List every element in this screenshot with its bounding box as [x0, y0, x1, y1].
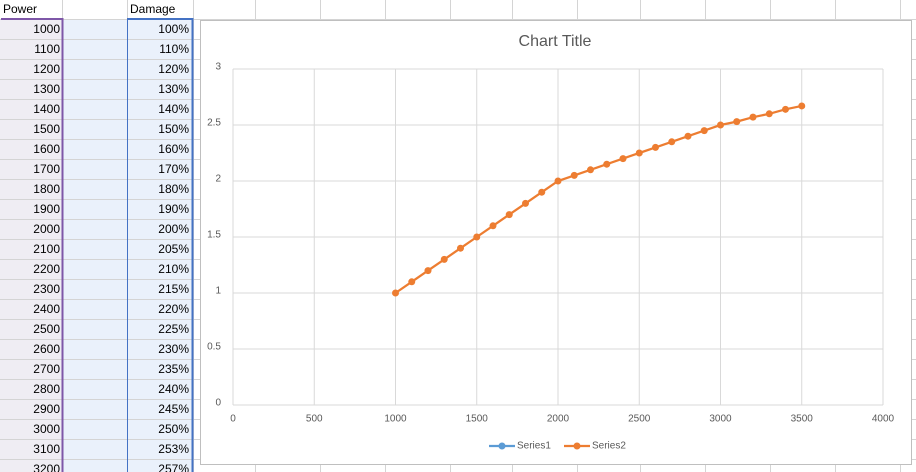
- legend-marker: [573, 442, 581, 450]
- x-tick-label: 1500: [466, 414, 489, 425]
- data-point[interactable]: [408, 278, 416, 286]
- power-cell[interactable]: 3200: [33, 462, 60, 472]
- data-point[interactable]: [489, 222, 497, 230]
- damage-cell[interactable]: 205%: [158, 242, 189, 256]
- damage-cell[interactable]: 190%: [158, 202, 189, 216]
- data-point[interactable]: [440, 255, 448, 263]
- data-point[interactable]: [733, 118, 741, 126]
- data-point[interactable]: [668, 138, 676, 146]
- damage-cell[interactable]: 235%: [158, 362, 189, 376]
- power-cell[interactable]: 1700: [33, 162, 60, 176]
- legend-label[interactable]: Series1: [517, 441, 551, 452]
- damage-cell[interactable]: 110%: [159, 42, 189, 56]
- damage-cell[interactable]: 200%: [158, 222, 189, 236]
- damage-cell[interactable]: 253%: [158, 442, 189, 456]
- power-cell[interactable]: 3000: [33, 422, 60, 436]
- power-cell[interactable]: 2700: [33, 362, 60, 376]
- y-tick-label: 1.5: [207, 230, 221, 241]
- power-cell[interactable]: 1500: [33, 122, 60, 136]
- x-tick-label: 3500: [791, 414, 814, 425]
- x-tick-label: 2000: [547, 414, 570, 425]
- data-point[interactable]: [587, 166, 594, 174]
- damage-cell[interactable]: 250%: [158, 422, 189, 436]
- y-tick-label: 2: [215, 174, 221, 185]
- power-cell[interactable]: 2100: [33, 242, 60, 256]
- power-cell[interactable]: 2500: [33, 322, 60, 336]
- column-a-fill: [0, 20, 62, 472]
- damage-cell[interactable]: 245%: [158, 402, 189, 416]
- damage-cell[interactable]: 215%: [158, 282, 189, 296]
- power-cell[interactable]: 1600: [33, 142, 60, 156]
- y-tick-label: 0.5: [207, 342, 221, 353]
- damage-cell[interactable]: 257%: [158, 462, 189, 472]
- power-cell[interactable]: 1800: [33, 182, 60, 196]
- data-point[interactable]: [619, 155, 627, 163]
- damage-cell[interactable]: 140%: [158, 102, 189, 116]
- data-point[interactable]: [635, 149, 643, 157]
- power-cell[interactable]: 2400: [33, 302, 60, 316]
- data-point[interactable]: [603, 160, 611, 168]
- damage-cell[interactable]: 225%: [158, 322, 189, 336]
- damage-cell[interactable]: 170%: [158, 162, 189, 176]
- legend-label[interactable]: Series2: [592, 441, 626, 452]
- power-cell[interactable]: 2200: [33, 262, 60, 276]
- x-tick-label: 0: [230, 414, 236, 425]
- power-cell[interactable]: 3100: [33, 442, 60, 456]
- data-point[interactable]: [798, 102, 806, 110]
- power-cell[interactable]: 1300: [33, 82, 60, 96]
- x-tick-label: 3000: [709, 414, 732, 425]
- power-cell[interactable]: 2300: [33, 282, 60, 296]
- chart-area[interactable]: [200, 20, 912, 465]
- legend-marker: [498, 442, 506, 450]
- power-cell[interactable]: 1400: [33, 102, 60, 116]
- power-cell[interactable]: 1100: [34, 42, 60, 56]
- chart-title[interactable]: Chart Title: [519, 33, 592, 50]
- damage-cell[interactable]: 150%: [158, 122, 189, 136]
- damage-cell[interactable]: 240%: [158, 382, 189, 396]
- data-point[interactable]: [457, 244, 464, 252]
- power-cell[interactable]: 2600: [33, 342, 60, 356]
- data-point[interactable]: [392, 289, 399, 297]
- power-cell[interactable]: 2900: [33, 402, 60, 416]
- damage-cell[interactable]: 160%: [158, 142, 189, 156]
- damage-cell[interactable]: 210%: [158, 262, 189, 276]
- data-point[interactable]: [424, 267, 432, 275]
- damage-cell[interactable]: 220%: [158, 302, 189, 316]
- damage-cell[interactable]: 180%: [158, 182, 189, 196]
- damage-cell[interactable]: 230%: [158, 342, 189, 356]
- data-point[interactable]: [473, 233, 481, 241]
- data-point[interactable]: [505, 211, 513, 219]
- power-cell[interactable]: 2000: [33, 222, 60, 236]
- damage-cell[interactable]: 120%: [158, 62, 189, 76]
- data-point[interactable]: [717, 121, 724, 129]
- y-tick-label: 3: [215, 62, 221, 73]
- y-tick-label: 2.5: [207, 118, 221, 129]
- data-point[interactable]: [700, 127, 708, 135]
- y-tick-label: 0: [215, 398, 221, 409]
- damage-cell[interactable]: 130%: [158, 82, 189, 96]
- damage-cell[interactable]: 100%: [158, 22, 189, 36]
- header-cell[interactable]: Power: [3, 2, 37, 16]
- data-point[interactable]: [570, 171, 578, 179]
- y-tick-label: 1: [215, 286, 221, 297]
- data-point[interactable]: [522, 199, 529, 207]
- data-point[interactable]: [749, 113, 757, 121]
- x-tick-label: 2500: [628, 414, 651, 425]
- data-point[interactable]: [554, 177, 562, 185]
- power-cell[interactable]: 1200: [33, 62, 60, 76]
- x-tick-label: 4000: [872, 414, 895, 425]
- power-cell[interactable]: 1000: [33, 22, 60, 36]
- data-point[interactable]: [765, 110, 773, 118]
- data-point[interactable]: [782, 105, 789, 113]
- x-tick-label: 500: [306, 414, 323, 425]
- data-point[interactable]: [684, 132, 692, 140]
- data-point[interactable]: [652, 143, 659, 151]
- power-cell[interactable]: 1900: [33, 202, 60, 216]
- header-cell[interactable]: Damage: [130, 2, 176, 16]
- data-point[interactable]: [538, 188, 546, 196]
- power-cell[interactable]: 2800: [33, 382, 60, 396]
- x-tick-label: 1000: [384, 414, 407, 425]
